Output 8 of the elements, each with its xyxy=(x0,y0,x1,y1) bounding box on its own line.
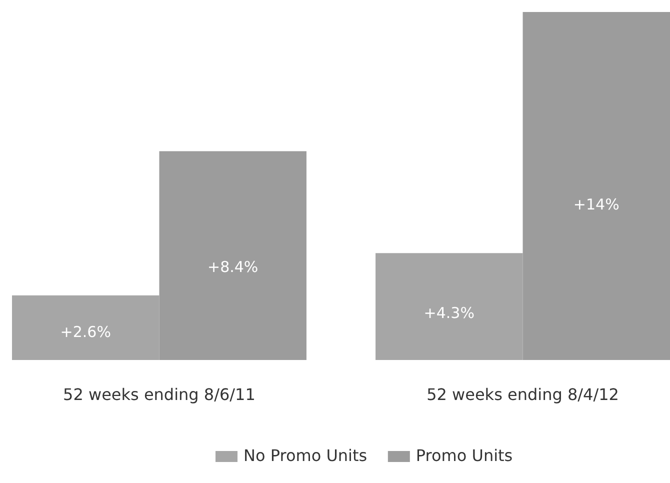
data-label: +4.3% xyxy=(424,304,474,322)
data-label: +14% xyxy=(573,195,620,214)
data-label: +8.4% xyxy=(208,258,258,276)
legend-label: Promo Units xyxy=(416,446,513,465)
x-tick-label: 52 weeks ending 8/6/11 xyxy=(63,385,256,404)
x-tick-label: 52 weeks ending 8/4/12 xyxy=(426,385,619,404)
data-label: +2.6% xyxy=(60,322,111,341)
legend-label: No Promo Units xyxy=(244,446,368,465)
